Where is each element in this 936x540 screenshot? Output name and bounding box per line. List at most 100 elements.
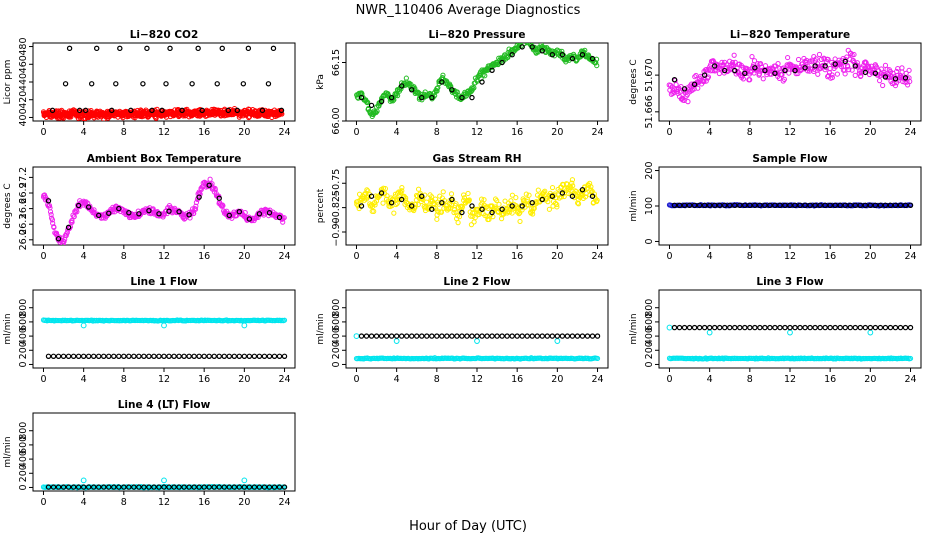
data-point	[382, 186, 388, 192]
data-point	[727, 324, 733, 331]
data-point	[111, 353, 117, 359]
x-tick-label: 12	[784, 127, 796, 138]
x-tick-label: 8	[747, 251, 753, 262]
plot-frame	[32, 289, 296, 369]
y-tick-label: 26.0	[18, 229, 29, 250]
data-point	[64, 230, 70, 236]
data-point	[76, 107, 83, 114]
data-point	[482, 73, 488, 79]
series-hourly-averages	[358, 187, 596, 216]
plot-area	[40, 477, 288, 491]
data-point	[822, 324, 828, 331]
data-point	[696, 324, 703, 331]
data-point	[209, 122, 213, 126]
y-tick-label: 600	[331, 313, 342, 331]
data-point	[496, 201, 502, 207]
data-point	[701, 324, 708, 331]
data-point	[159, 107, 165, 114]
data-point	[167, 45, 173, 52]
x-tick-label: 4	[394, 251, 400, 262]
data-point	[419, 193, 425, 199]
data-point	[449, 333, 455, 339]
x-tick-label: 4	[81, 127, 87, 138]
y-tick-label: 27.2	[18, 167, 29, 188]
x-tick-label: 8	[121, 497, 127, 508]
data-point	[423, 199, 430, 205]
data-point	[396, 189, 402, 195]
data-point	[409, 203, 415, 209]
data-point	[792, 67, 798, 74]
data-point	[206, 182, 212, 188]
data-point	[594, 355, 601, 362]
data-point	[706, 324, 713, 331]
x-tick-label: 8	[747, 127, 753, 138]
data-point	[186, 212, 192, 218]
y-tick-label: 0	[644, 238, 655, 244]
data-point	[716, 70, 722, 77]
y-tick-label: 600	[18, 313, 29, 331]
data-point	[458, 206, 465, 212]
y-tick-label: 800	[331, 299, 342, 317]
data-point	[701, 72, 708, 78]
data-point	[399, 185, 405, 191]
data-point	[82, 107, 89, 114]
data-point	[393, 201, 399, 208]
data-point	[85, 484, 92, 490]
data-point	[751, 58, 758, 64]
data-point	[554, 338, 561, 344]
series-hourly-averages	[671, 58, 909, 92]
data-point	[519, 333, 525, 339]
panel-title: Line 1 Flow	[130, 276, 197, 288]
data-point	[564, 333, 571, 339]
data-point	[176, 484, 182, 490]
series-hourly-averages	[45, 182, 283, 242]
data-point	[513, 194, 519, 201]
panel-title: Line 4 (LT) Flow	[118, 399, 211, 411]
data-point	[216, 484, 222, 490]
data-point	[519, 44, 525, 50]
data-point	[46, 122, 50, 126]
data-point	[747, 202, 753, 208]
data-point	[399, 188, 405, 194]
data-point	[424, 333, 430, 339]
data-point	[255, 122, 259, 126]
data-point	[196, 194, 202, 200]
data-point	[526, 192, 532, 198]
y-tick-label: 200	[18, 341, 29, 359]
data-point	[211, 353, 217, 359]
data-point	[807, 202, 813, 208]
data-point	[378, 333, 385, 339]
panel-title: Li−820 CO2	[130, 29, 199, 41]
data-point	[797, 324, 803, 331]
data-point	[85, 353, 92, 359]
data-point	[106, 210, 112, 216]
x-tick-label: 16	[198, 497, 210, 508]
data-point	[499, 333, 505, 339]
data-point	[517, 218, 523, 225]
data-point	[225, 107, 231, 114]
data-point	[403, 333, 410, 339]
data-point	[380, 200, 386, 206]
data-point	[847, 324, 853, 331]
data-point	[205, 122, 209, 126]
data-point	[96, 212, 102, 219]
x-tick-label: 16	[198, 374, 210, 385]
data-point	[371, 208, 377, 214]
data-point	[358, 94, 365, 101]
data-point	[403, 75, 409, 81]
data-point	[461, 192, 467, 198]
x-tick-label: 4	[707, 251, 713, 262]
data-point	[546, 206, 552, 212]
data-point	[434, 85, 440, 92]
data-point	[535, 187, 541, 193]
data-point	[681, 86, 688, 92]
data-point	[484, 333, 490, 339]
data-point	[877, 324, 884, 331]
y-tick-label: 66.15	[331, 49, 342, 76]
data-point	[156, 484, 162, 490]
data-point	[241, 353, 248, 359]
data-point	[822, 63, 828, 69]
data-point	[146, 484, 152, 490]
data-point	[378, 98, 385, 105]
data-point	[519, 203, 525, 209]
